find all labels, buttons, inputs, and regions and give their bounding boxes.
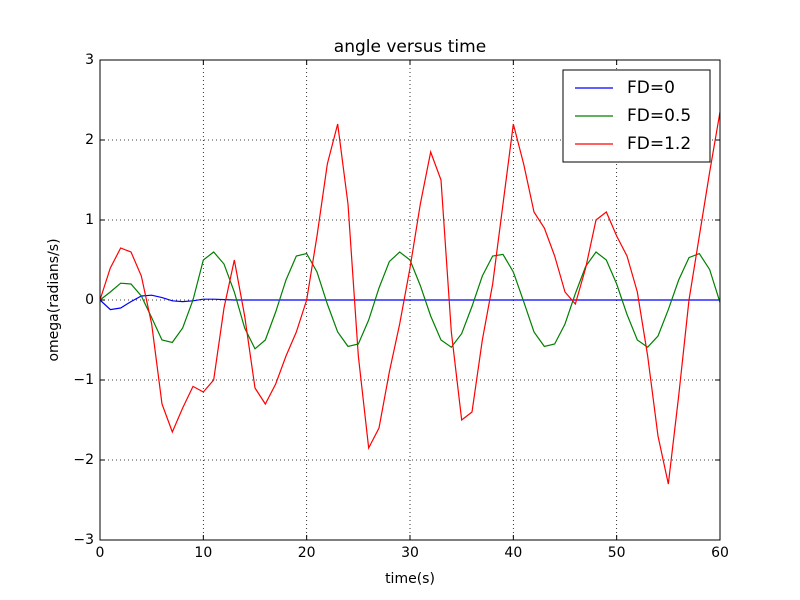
y-tick-label: −3 <box>73 532 94 548</box>
series-line <box>99 294 720 311</box>
x-tick-label: 30 <box>401 545 419 561</box>
x-tick-label: 10 <box>194 545 212 561</box>
legend: FD=0 FD=0.5 FD=1.2 <box>562 69 711 163</box>
chart-title: angle versus time <box>334 37 486 57</box>
x-tick-label: 0 <box>96 545 105 561</box>
x-tick-label: 50 <box>608 545 626 561</box>
plot-frame <box>99 59 721 541</box>
y-tick-label: 1 <box>85 212 94 228</box>
y-tick-label: 2 <box>85 132 94 148</box>
y-tick-label: 0 <box>85 292 94 308</box>
y-tick-label: 3 <box>85 52 94 68</box>
series-line <box>99 111 721 485</box>
series-line <box>99 251 721 350</box>
y-tick-label: −2 <box>73 452 94 468</box>
y-tick-label: −1 <box>73 372 94 388</box>
legend-label: FD=0.5 <box>627 106 691 126</box>
legend-label: FD=1.2 <box>627 134 691 154</box>
x-tick-label: 20 <box>298 545 316 561</box>
x-tick-label: 60 <box>711 545 729 561</box>
x-tick-label: 40 <box>504 545 522 561</box>
x-axis-label: time(s) <box>385 571 435 587</box>
legend-label: FD=0 <box>627 78 675 98</box>
y-axis-label: omega(radians/s) <box>46 238 62 361</box>
